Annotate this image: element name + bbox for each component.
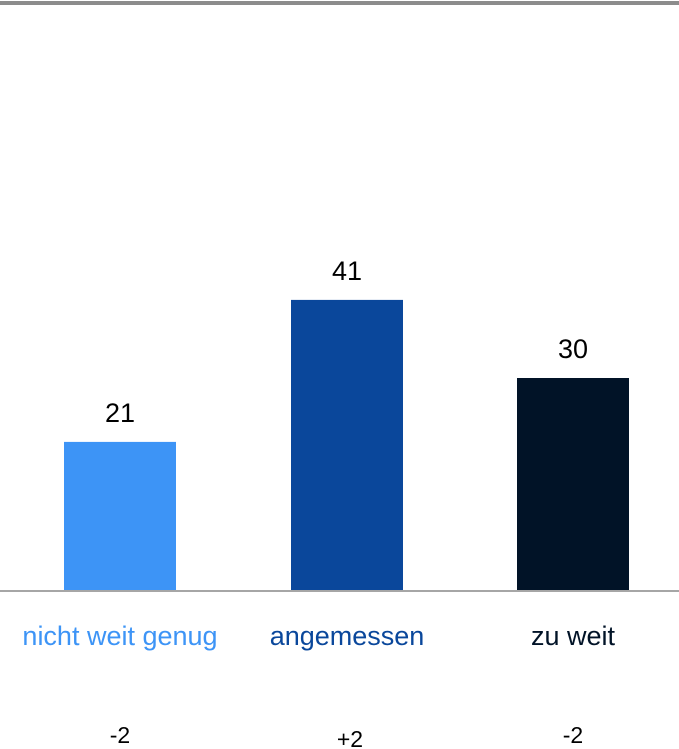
change-label: -2: [562, 722, 584, 748]
value-label: 21: [105, 398, 135, 428]
category-label: angemessen: [269, 621, 425, 651]
bar: [64, 441, 176, 591]
bar: [517, 378, 629, 591]
category-label: nicht weit genug: [22, 621, 218, 651]
category-label: zu weit: [530, 621, 616, 651]
change-label: +2: [336, 726, 364, 749]
value-label: 41: [332, 256, 362, 286]
change-label: -2: [109, 722, 131, 748]
value-label: 30: [558, 334, 588, 364]
bar: [291, 299, 403, 591]
